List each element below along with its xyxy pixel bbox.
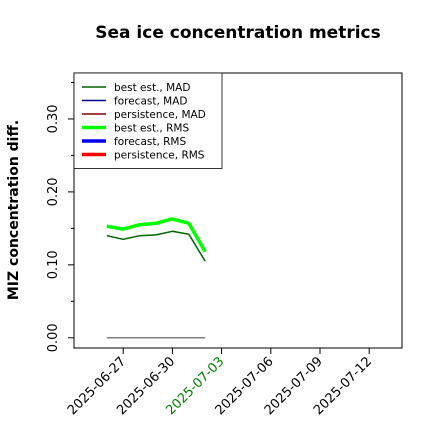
y-tick-label: 0.10 <box>46 250 61 279</box>
y-axis-label: MIZ concentration diff. <box>6 120 22 300</box>
series-line <box>106 217 207 253</box>
plot-frame <box>73 72 403 349</box>
y-tick-label: 0.20 <box>46 177 61 206</box>
legend-box <box>73 72 223 169</box>
legend-label: persistence, MAD <box>114 109 206 121</box>
y-tick-label: 0.30 <box>46 104 61 133</box>
legend-label: forecast, MAD <box>114 96 187 108</box>
legend-label: best est., MAD <box>114 82 190 94</box>
chart-title: Sea ice concentration metrics <box>95 23 381 43</box>
legend-label: forecast, RMS <box>114 136 186 148</box>
y-tick-label: 0.00 <box>46 323 61 352</box>
legend-label: persistence, RMS <box>114 150 205 162</box>
series-line <box>106 230 206 262</box>
legend-label: best est., RMS <box>114 123 189 135</box>
